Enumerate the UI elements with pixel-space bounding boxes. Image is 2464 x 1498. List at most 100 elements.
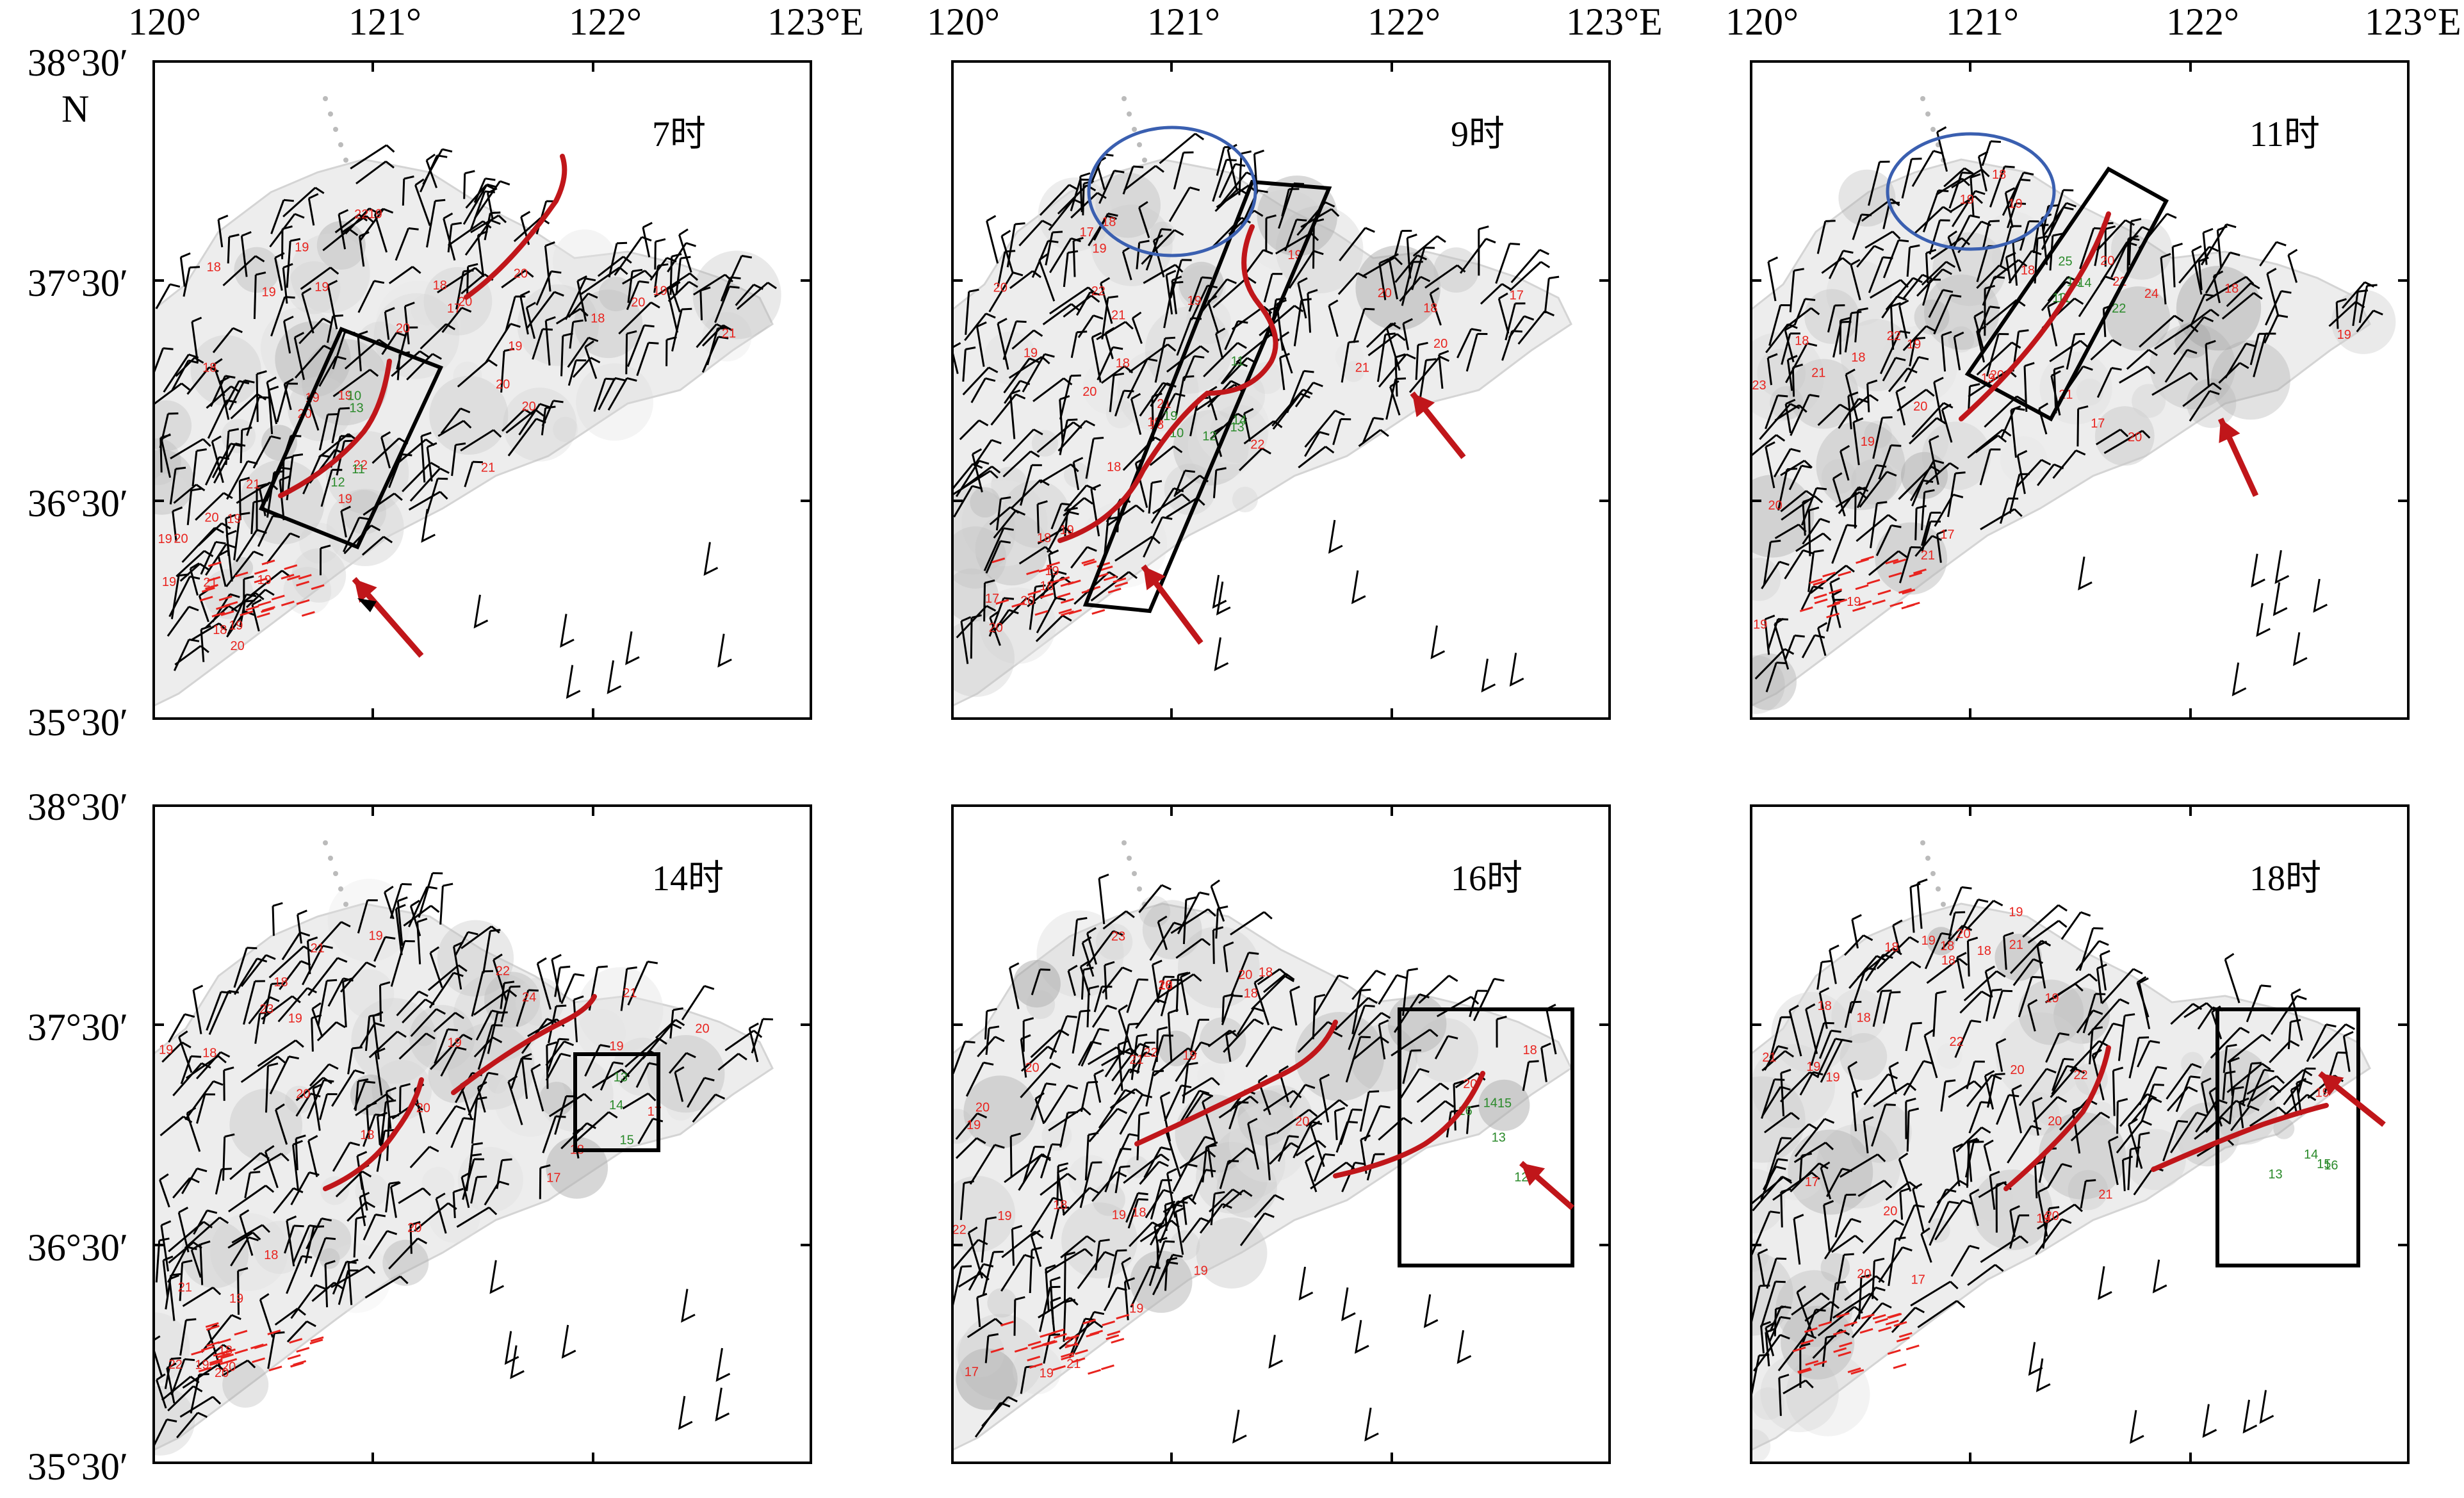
north-label: N — [61, 88, 90, 130]
wind-barb-flag — [1929, 435, 1939, 442]
wind-barb-flag — [186, 1107, 197, 1114]
wind-barb — [970, 617, 973, 659]
wind-barb — [993, 510, 1017, 539]
wind-barb — [1876, 961, 1913, 993]
wind-barb — [1768, 1316, 1782, 1343]
wind-barb — [1243, 420, 1275, 444]
wind-barb — [208, 990, 230, 1036]
wind-barb-flag — [1776, 662, 1787, 665]
terrain-relief-shade — [1750, 1429, 1771, 1463]
wind-barb-flag — [1905, 1097, 1916, 1103]
wind-barb — [1757, 1253, 1765, 1287]
wind-barb — [551, 959, 562, 1002]
wind-barb-flag — [195, 484, 206, 492]
wind-barb — [172, 1177, 191, 1199]
wind-barb-flag — [241, 231, 252, 237]
wind-barb-flag — [685, 1052, 696, 1059]
temperature-cluster-mark — [245, 605, 259, 612]
wind-barb — [1411, 247, 1426, 291]
wind-barb-flag — [1875, 1275, 1885, 1283]
wind-barb — [1247, 1123, 1259, 1170]
temperature-cluster-mark — [1113, 577, 1127, 583]
temperature-cluster-mark — [1061, 1355, 1075, 1361]
temperature-label: 19 — [227, 512, 241, 526]
wind-barb — [200, 541, 217, 575]
wind-barb-flag — [427, 442, 437, 448]
wind-barb — [1163, 282, 1174, 329]
wind-barb — [1313, 1153, 1326, 1182]
wind-barb-flag — [161, 1220, 172, 1226]
wind-barb-flag — [1235, 163, 1246, 167]
wind-barb — [575, 1111, 610, 1143]
wind-barb-flag — [1030, 450, 1040, 458]
wind-barb — [1239, 1212, 1266, 1246]
wind-barb — [507, 418, 537, 457]
wind-barb-flag — [1984, 1070, 1995, 1077]
wind-barb-flag — [1886, 471, 1897, 477]
wind-barb — [1816, 1038, 1836, 1077]
wind-barb — [1848, 394, 1871, 413]
wind-barb — [226, 460, 249, 500]
wind-barb-flag — [977, 1292, 988, 1299]
temperature-cluster-mark — [1042, 1340, 1056, 1346]
wind-barb — [1921, 261, 1947, 286]
wind-barb — [2131, 1097, 2153, 1123]
wind-barb — [2066, 334, 2076, 370]
wind-barb-flag — [1539, 248, 1549, 256]
wind-barb — [189, 568, 199, 596]
wind-barb-flag — [1294, 305, 1304, 313]
wind-barb — [1002, 321, 1018, 361]
wind-barb-flag — [291, 995, 301, 1004]
wind-barb-flag — [577, 275, 587, 282]
wind-barb-flag — [674, 1066, 685, 1073]
wind-barb — [1378, 263, 1387, 300]
wind-barb-flag — [1544, 310, 1555, 316]
wind-barb — [1754, 648, 1786, 680]
wind-barb — [2126, 348, 2150, 370]
wind-barb — [1816, 961, 1823, 990]
temperature-cluster-mark — [990, 1347, 1004, 1353]
wind-barb-flag — [1047, 1045, 1057, 1053]
wind-barb — [952, 463, 974, 489]
wind-barb — [1077, 314, 1095, 338]
wind-barb-flag — [1989, 1171, 2000, 1176]
wind-barb — [1168, 186, 1191, 222]
wind-barb-flag — [2080, 911, 2091, 917]
wind-barb — [1101, 297, 1109, 340]
wind-barb-flag — [355, 1215, 367, 1220]
wind-barb-flag — [510, 323, 521, 328]
wind-barb — [1784, 635, 1796, 660]
wind-barb — [1114, 1167, 1122, 1194]
wind-barb-flag — [1186, 896, 1196, 901]
wind-barb-flag — [1253, 1018, 1264, 1025]
wind-barb-flag — [537, 957, 547, 965]
wind-barb — [166, 1367, 175, 1404]
temperature-label-cool: 12 — [1202, 429, 1216, 443]
wind-barb — [636, 342, 649, 377]
wind-barb — [437, 419, 464, 437]
wind-barb — [156, 1380, 167, 1409]
wind-barb — [1928, 1189, 1947, 1223]
temperature-cluster-mark — [296, 580, 310, 587]
wind-barb — [1909, 886, 1915, 933]
wind-barb — [500, 350, 505, 393]
temperature-label: 20 — [2010, 1063, 2024, 1077]
wind-barb — [1138, 884, 1163, 913]
wind-barb-flag — [961, 616, 972, 623]
wind-barb — [331, 1070, 355, 1107]
temperature-cluster-mark — [1852, 606, 1866, 612]
wind-barb — [1107, 1250, 1118, 1289]
wind-barb — [573, 999, 578, 1043]
wind-barb-flag — [327, 413, 338, 416]
wind-barb — [1840, 1153, 1879, 1178]
wind-barb-flag — [507, 1075, 518, 1083]
time-label: 16时 — [1451, 859, 1522, 899]
wind-barb-flag — [487, 1071, 499, 1076]
wind-barb-flag — [1073, 457, 1084, 463]
wind-barb-flag — [294, 332, 305, 339]
wind-barb-flag — [2100, 1111, 2110, 1119]
wind-barb — [955, 1137, 977, 1159]
wind-barb — [1202, 1146, 1208, 1183]
wind-barb-flag — [1854, 1235, 1864, 1243]
terrain-relief-shade — [1750, 332, 1824, 421]
